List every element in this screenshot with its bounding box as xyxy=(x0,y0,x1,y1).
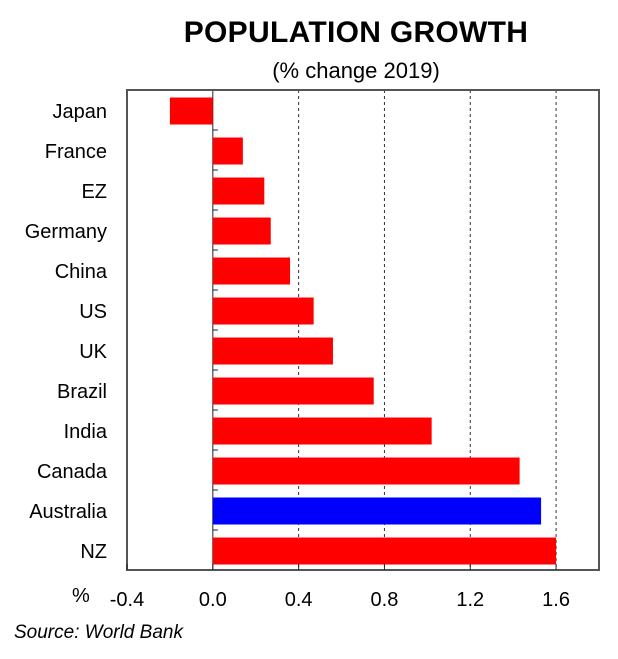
bar-nz xyxy=(212,537,557,565)
x-tick-label-5: 1.6 xyxy=(542,589,570,611)
chart-title: POPULATION GROWTH xyxy=(183,16,529,49)
category-label-us: US xyxy=(79,301,107,323)
bar-ez xyxy=(212,177,265,205)
category-label-ez: EZ xyxy=(81,181,107,203)
category-label-france: France xyxy=(45,141,107,163)
x-tick-label-3: 0.8 xyxy=(371,589,399,611)
source-note: Source: World Bank xyxy=(14,622,183,643)
bar-china xyxy=(212,257,291,285)
x-tick-label-1: 0.0 xyxy=(199,589,227,611)
bar-uk xyxy=(212,337,333,365)
x-tick-label-4: 1.2 xyxy=(456,589,484,611)
category-label-uk: UK xyxy=(79,341,107,363)
category-label-brazil: Brazil xyxy=(57,381,107,403)
category-label-australia: Australia xyxy=(29,501,108,523)
bar-france xyxy=(212,137,243,165)
category-label-nz: NZ xyxy=(80,541,107,563)
category-label-china: China xyxy=(55,261,108,283)
x-tick-label-0: -0.4 xyxy=(110,589,144,611)
bar-us xyxy=(212,297,314,325)
bar-brazil xyxy=(212,377,374,405)
category-label-india: India xyxy=(64,421,108,443)
category-label-japan: Japan xyxy=(53,101,108,123)
bar-australia xyxy=(212,497,542,525)
chart-subtitle: (% change 2019) xyxy=(272,58,440,83)
category-label-canada: Canada xyxy=(37,461,108,483)
bar-germany xyxy=(212,217,271,245)
bar-india xyxy=(212,417,432,445)
x-axis-unit-label: % xyxy=(72,585,90,607)
bar-japan xyxy=(169,97,213,125)
bar-canada xyxy=(212,457,520,485)
category-label-germany: Germany xyxy=(25,221,107,243)
x-tick-label-2: 0.4 xyxy=(285,589,313,611)
plot-frame xyxy=(126,89,600,571)
